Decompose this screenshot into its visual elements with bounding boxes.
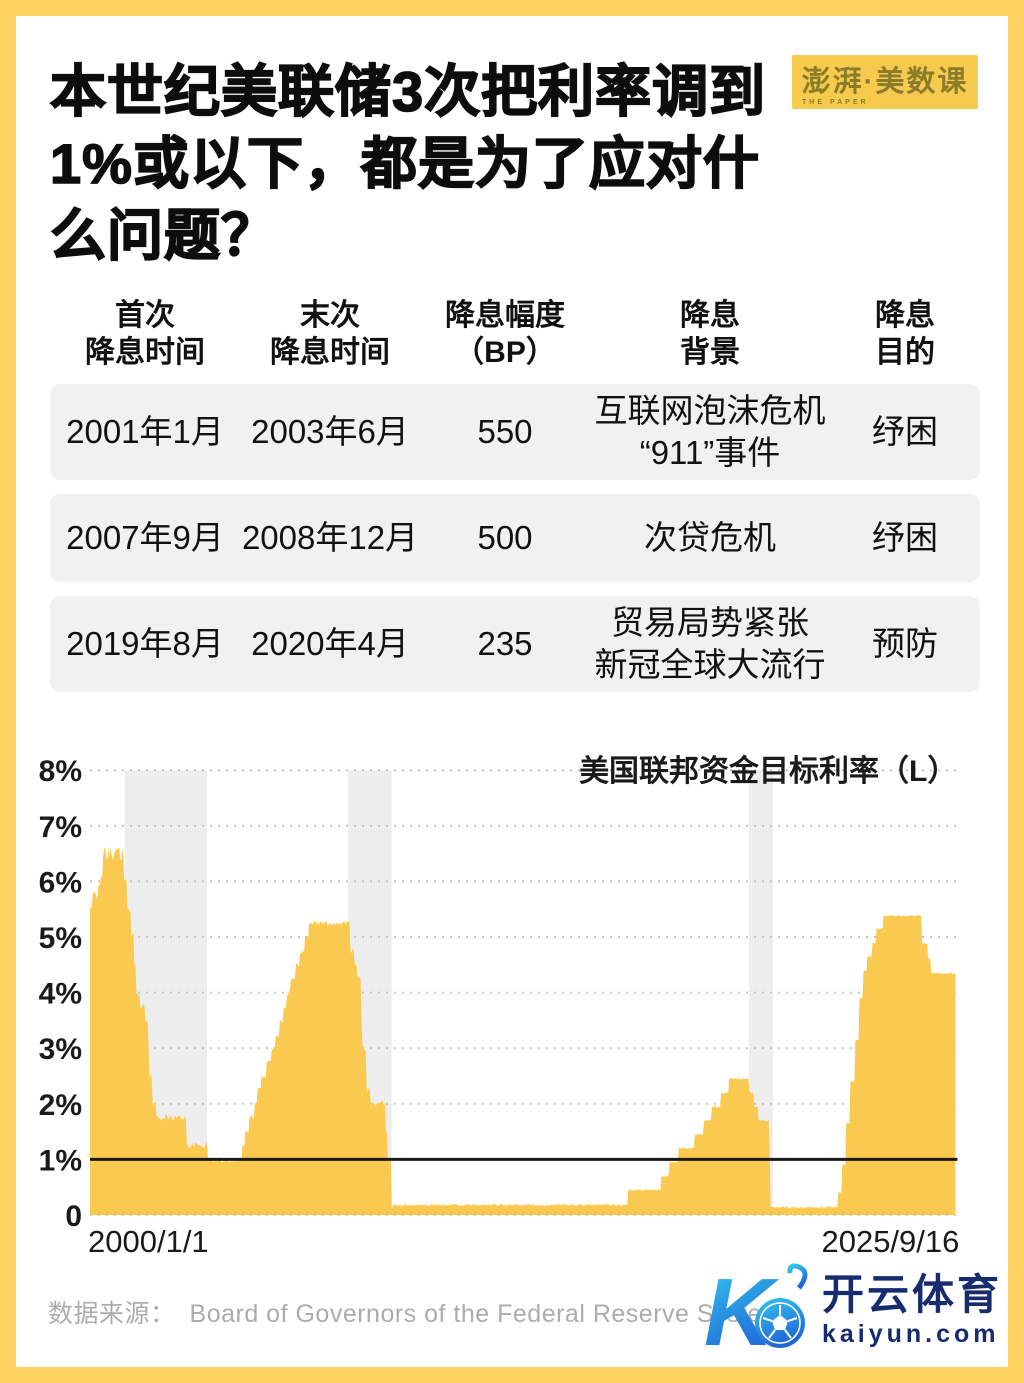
publisher-logo-subtext: THE PAPER bbox=[802, 99, 869, 106]
title-line-2: 1%或以下，都是为了应对什 bbox=[49, 131, 760, 196]
data-source: 数据来源： Board of Governors of the Federal R… bbox=[48, 1294, 783, 1330]
watermark-brand: 开云体育 bbox=[821, 1271, 1002, 1319]
cell-first-cut: 2019年8月 bbox=[66, 625, 224, 662]
cell-context: 互联网泡沫危机 “911”事件 bbox=[594, 392, 826, 471]
rate-cut-table: 首次 降息时间 末次 降息时间 降息幅度 （BP） 降息 背景 降息 目的 20… bbox=[50, 296, 980, 706]
y-axis-tick-label: 8% bbox=[39, 755, 82, 788]
cell-first-cut: 2001年1月 bbox=[66, 413, 224, 450]
cell-cut-bp: 235 bbox=[477, 625, 533, 662]
col-header-first-cut: 首次 降息时间 bbox=[85, 299, 205, 369]
table-row: 2019年8月 2020年4月 235 贸易局势紧张 新冠全球大流行 预防 bbox=[50, 596, 980, 692]
col-header-purpose: 降息 目的 bbox=[875, 299, 935, 369]
watermark-domain: kaiyun.com bbox=[821, 1319, 1000, 1348]
data-source-text: Board of Governors of the Federal Reserv… bbox=[189, 1300, 784, 1328]
y-axis-tick-label: 6% bbox=[39, 866, 82, 899]
cell-purpose: 预防 bbox=[872, 625, 938, 662]
y-axis-tick-label: 5% bbox=[39, 922, 82, 955]
publisher-logo: 澎湃·美数课 THE PAPER bbox=[792, 55, 978, 109]
cell-cut-bp: 500 bbox=[477, 519, 533, 556]
watermark-swirl bbox=[787, 1263, 808, 1290]
cell-purpose: 纾困 bbox=[872, 519, 938, 556]
series-legend-label: 美国联邦资金目标利率（L） bbox=[579, 754, 957, 788]
col-header-last-cut: 末次 降息时间 bbox=[270, 299, 390, 369]
cell-purpose: 纾困 bbox=[872, 413, 938, 450]
watermark: K 开云体育 kaiyun.com bbox=[704, 1263, 1002, 1359]
col-header-context: 降息 背景 bbox=[680, 299, 740, 369]
col-header-cut-bp: 降息幅度 （BP） bbox=[445, 299, 565, 369]
watermark-logo: K bbox=[704, 1263, 808, 1359]
cell-first-cut: 2007年9月 bbox=[66, 519, 224, 556]
cell-cut-bp: 550 bbox=[477, 413, 533, 450]
table-row: 2007年9月 2008年12月 500 次贷危机 纾困 bbox=[50, 494, 980, 582]
cell-last-cut: 2003年6月 bbox=[251, 413, 409, 450]
x-axis-start-label: 2000/1/1 bbox=[88, 1224, 209, 1259]
data-source-label: 数据来源： bbox=[48, 1300, 176, 1328]
y-axis-tick-label: 0 bbox=[65, 1200, 82, 1233]
x-axis-end-label: 2025/9/16 bbox=[821, 1224, 959, 1259]
cell-last-cut: 2020年4月 bbox=[251, 625, 409, 662]
cell-context: 贸易局势紧张 新冠全球大流行 bbox=[594, 604, 826, 683]
y-axis-tick-label: 2% bbox=[39, 1089, 82, 1122]
y-axis-tick-label: 4% bbox=[39, 978, 82, 1011]
table-header-row: 首次 降息时间 末次 降息时间 降息幅度 （BP） 降息 背景 降息 目的 bbox=[50, 296, 980, 372]
cell-last-cut: 2008年12月 bbox=[241, 519, 419, 556]
y-axis-tick-label: 1% bbox=[39, 1144, 82, 1177]
title-line-1: 本世纪美联储3次把利率调到 bbox=[49, 59, 767, 124]
title-line-3: 么问题？ bbox=[49, 203, 278, 268]
cell-context: 次贷危机 bbox=[644, 519, 776, 556]
fed-funds-rate-chart: 8% 7% 6% 5% 4% 3% 2% 1% 0 2000/1/1 2025/9/16 美国联邦资金… bbox=[30, 735, 990, 1280]
table-row: 2001年1月 2003年6月 550 互联网泡沫危机 “911”事件 纾困 bbox=[50, 384, 980, 480]
y-axis-tick-label: 3% bbox=[39, 1033, 82, 1066]
page-title: 本世纪美联储3次把利率调到 1%或以下，都是为了应对什 么问题？ bbox=[49, 56, 830, 272]
y-axis-tick-label: 7% bbox=[39, 811, 82, 844]
publisher-logo-text: 澎湃·美数课 bbox=[801, 65, 969, 98]
rate-area-series bbox=[90, 846, 956, 1215]
